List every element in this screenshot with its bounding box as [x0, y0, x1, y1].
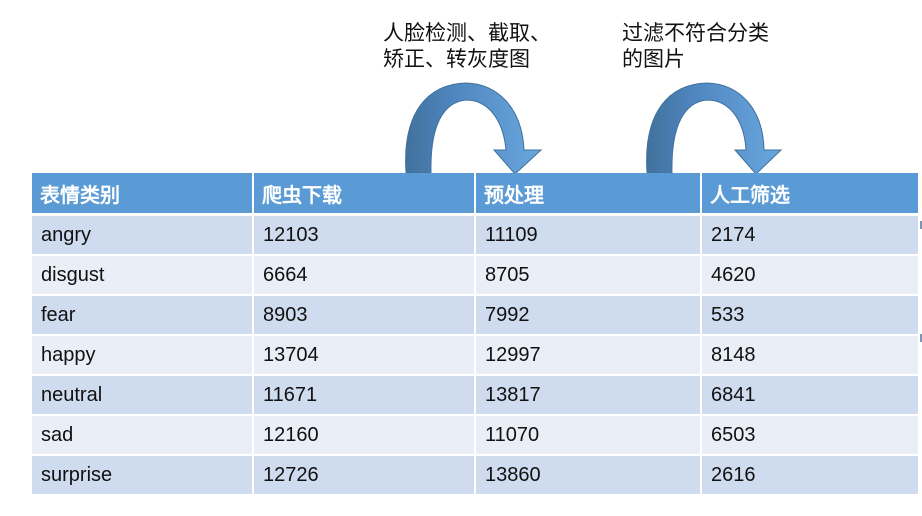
caption-line: 矫正、转灰度图: [383, 47, 530, 71]
table-row: happy 13704 12997 8148: [32, 335, 918, 376]
cell-crawler: 12726: [253, 455, 476, 496]
curved-arrow-icon: [646, 82, 783, 175]
table-row: surprise 12726 13860 2616: [32, 455, 918, 496]
header-manual-filter: 人工筛选: [701, 173, 918, 216]
table-row: disgust 6664 8705 4620: [32, 255, 918, 296]
cell-category: fear: [32, 295, 254, 336]
cell-manual: 2616: [701, 455, 918, 496]
cell-preprocess: 8705: [475, 255, 702, 296]
edge-mark: [920, 221, 922, 229]
cell-preprocess: 7992: [475, 295, 702, 336]
cell-manual: 2174: [701, 214, 918, 256]
step-caption-manual-filter: 过滤不符合分类 的图片: [622, 20, 769, 72]
caption-line: 人脸检测、截取、: [383, 21, 551, 45]
table-row: neutral 11671 13817 6841: [32, 375, 918, 416]
cell-preprocess: 13817: [475, 375, 702, 416]
header-crawler-download: 爬虫下载: [253, 173, 476, 216]
cell-preprocess: 12997: [475, 335, 702, 376]
cell-category: sad: [32, 415, 254, 456]
table-row: angry 12103 11109 2174: [32, 214, 918, 256]
cell-category: disgust: [32, 255, 254, 296]
cell-crawler: 13704: [253, 335, 476, 376]
table-row: fear 8903 7992 533: [32, 295, 918, 336]
step-caption-preprocess: 人脸检测、截取、 矫正、转灰度图: [383, 20, 551, 72]
cell-manual: 8148: [701, 335, 918, 376]
cell-manual: 6503: [701, 415, 918, 456]
cell-category: angry: [32, 214, 254, 256]
cell-preprocess: 13860: [475, 455, 702, 496]
caption-line: 过滤不符合分类: [622, 21, 769, 45]
header-expression-category: 表情类别: [32, 173, 254, 216]
cell-manual: 4620: [701, 255, 918, 296]
edge-mark: [920, 334, 922, 342]
cell-crawler: 6664: [253, 255, 476, 296]
expression-dataset-table: 表情类别 爬虫下载 预处理 人工筛选 angry 12103 11109 217…: [32, 173, 918, 496]
cell-manual: 6841: [701, 375, 918, 416]
caption-line: 的图片: [622, 47, 685, 71]
cell-crawler: 11671: [253, 375, 476, 416]
cell-manual: 533: [701, 295, 918, 336]
cell-preprocess: 11070: [475, 415, 702, 456]
cell-category: surprise: [32, 455, 254, 496]
curved-arrow-icon: [405, 82, 543, 175]
cell-crawler: 12160: [253, 415, 476, 456]
cell-preprocess: 11109: [475, 214, 702, 256]
table-row: sad 12160 11070 6503: [32, 415, 918, 456]
cell-category: happy: [32, 335, 254, 376]
header-preprocess: 预处理: [475, 173, 702, 216]
cell-crawler: 12103: [253, 214, 476, 256]
table-header-row: 表情类别 爬虫下载 预处理 人工筛选: [32, 173, 918, 216]
cell-category: neutral: [32, 375, 254, 416]
cell-crawler: 8903: [253, 295, 476, 336]
